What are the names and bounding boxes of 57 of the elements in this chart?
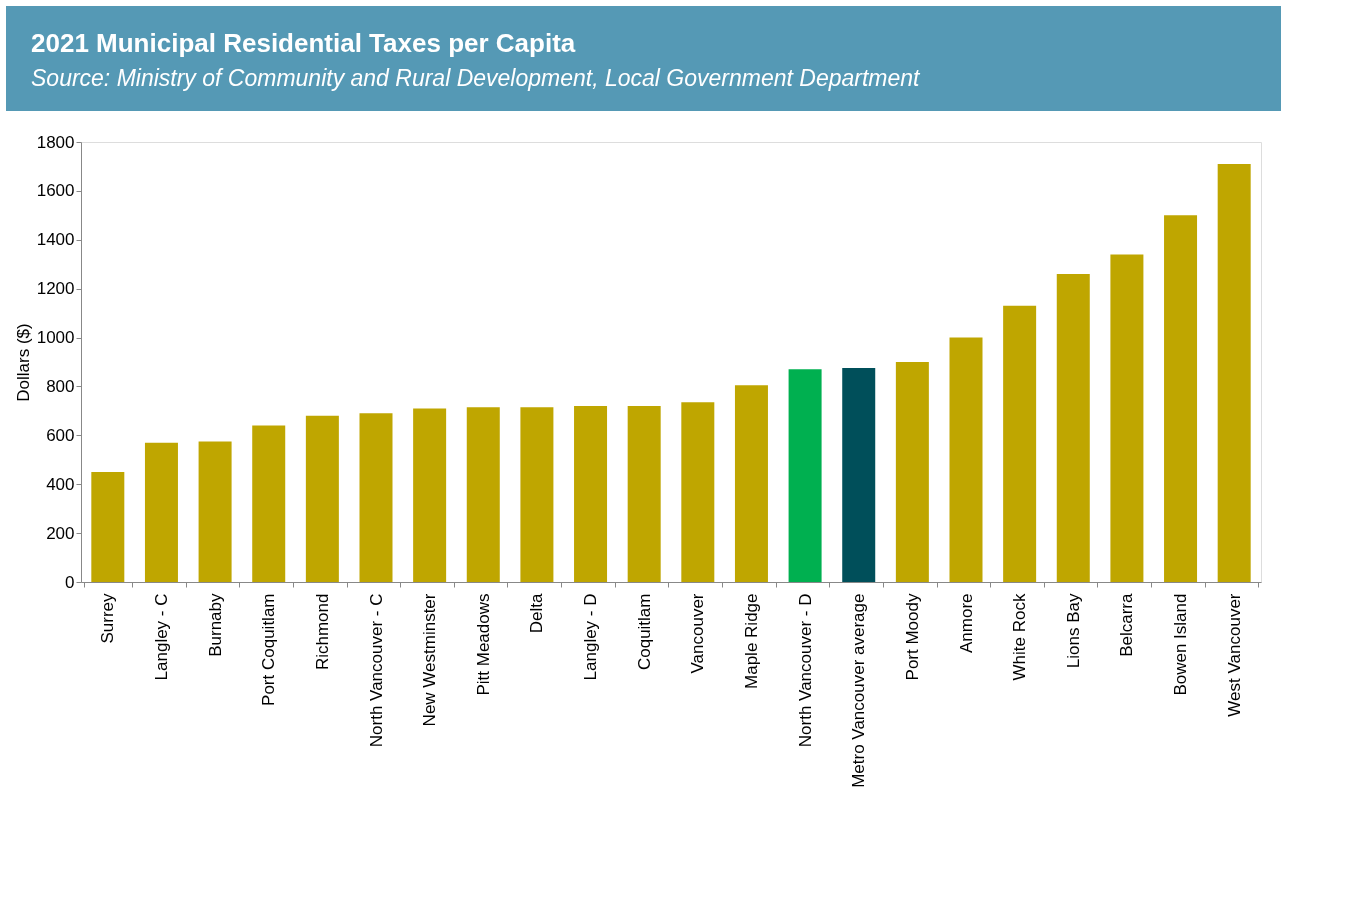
x-tick-label: Port Coquitlam: [259, 593, 279, 706]
bar: [681, 402, 715, 582]
chart-subtitle: Source: Ministry of Community and Rural Development, Local Government Department: [31, 65, 922, 91]
y-tick-label: 1200: [36, 279, 75, 299]
bar: [1164, 215, 1198, 582]
x-tick-label: West Vancouver: [1224, 593, 1244, 717]
bar: [574, 406, 608, 582]
x-tick-label: Delta: [527, 592, 547, 634]
x-tick-label: Richmond: [312, 593, 332, 671]
bar: [198, 441, 232, 582]
x-tick-label: North Vancouver - C: [366, 593, 386, 748]
y-tick-label: 1800: [36, 132, 75, 152]
y-tick-label: 1600: [36, 181, 75, 201]
bar: [1056, 274, 1090, 582]
y-tick-label: 800: [46, 376, 75, 396]
y-tick-label: 1400: [36, 230, 75, 250]
bar: [144, 442, 178, 582]
bar: [359, 413, 393, 582]
y-tick-label: 600: [46, 425, 75, 445]
x-tick-label: Coquitlam: [634, 593, 654, 671]
chart-title: 2021 Municipal Residential Taxes per Capita: [31, 28, 576, 58]
x-tick-label: Vancouver: [688, 593, 708, 674]
x-tick-label: Pitt Meadows: [473, 593, 493, 696]
bar: [466, 407, 500, 582]
bar: [788, 369, 822, 582]
bar: [91, 472, 125, 582]
bar: [949, 337, 983, 582]
bar: [520, 407, 554, 582]
bar: [305, 415, 339, 582]
x-tick-label: Maple Ridge: [741, 593, 761, 689]
x-tick-label: Lions Bay: [1063, 593, 1083, 669]
x-tick-label: Langley - C: [151, 593, 171, 681]
y-axis-title: Dollars ($): [13, 323, 33, 402]
x-tick-label: Belcarra: [1117, 592, 1137, 657]
x-tick-label: White Rock: [1010, 593, 1030, 681]
bar: [252, 425, 286, 582]
x-tick-label: Surrey: [98, 593, 118, 644]
y-tick-label: 400: [46, 474, 75, 494]
x-tick-label: Burnaby: [205, 593, 225, 657]
x-tick-label: Bowen Island: [1171, 593, 1191, 696]
bar: [627, 406, 661, 582]
bar: [413, 408, 447, 582]
bar: [895, 362, 929, 582]
x-tick-label: Metro Vancouver average: [849, 593, 869, 788]
bar: [1003, 305, 1037, 582]
y-tick-label: 0: [65, 572, 75, 592]
x-tick-label: New Westminster: [420, 593, 440, 727]
bar: [842, 368, 876, 582]
x-tick-label: Langley - D: [581, 593, 601, 681]
bar: [1217, 164, 1251, 582]
bar: [734, 385, 768, 582]
x-tick-label: Port Moody: [902, 593, 922, 681]
bar: [1110, 254, 1144, 582]
y-tick-label: 1000: [36, 328, 75, 348]
x-tick-label: North Vancouver - D: [795, 593, 815, 748]
x-tick-label: Anmore: [956, 593, 976, 654]
y-tick-label: 200: [46, 523, 75, 543]
